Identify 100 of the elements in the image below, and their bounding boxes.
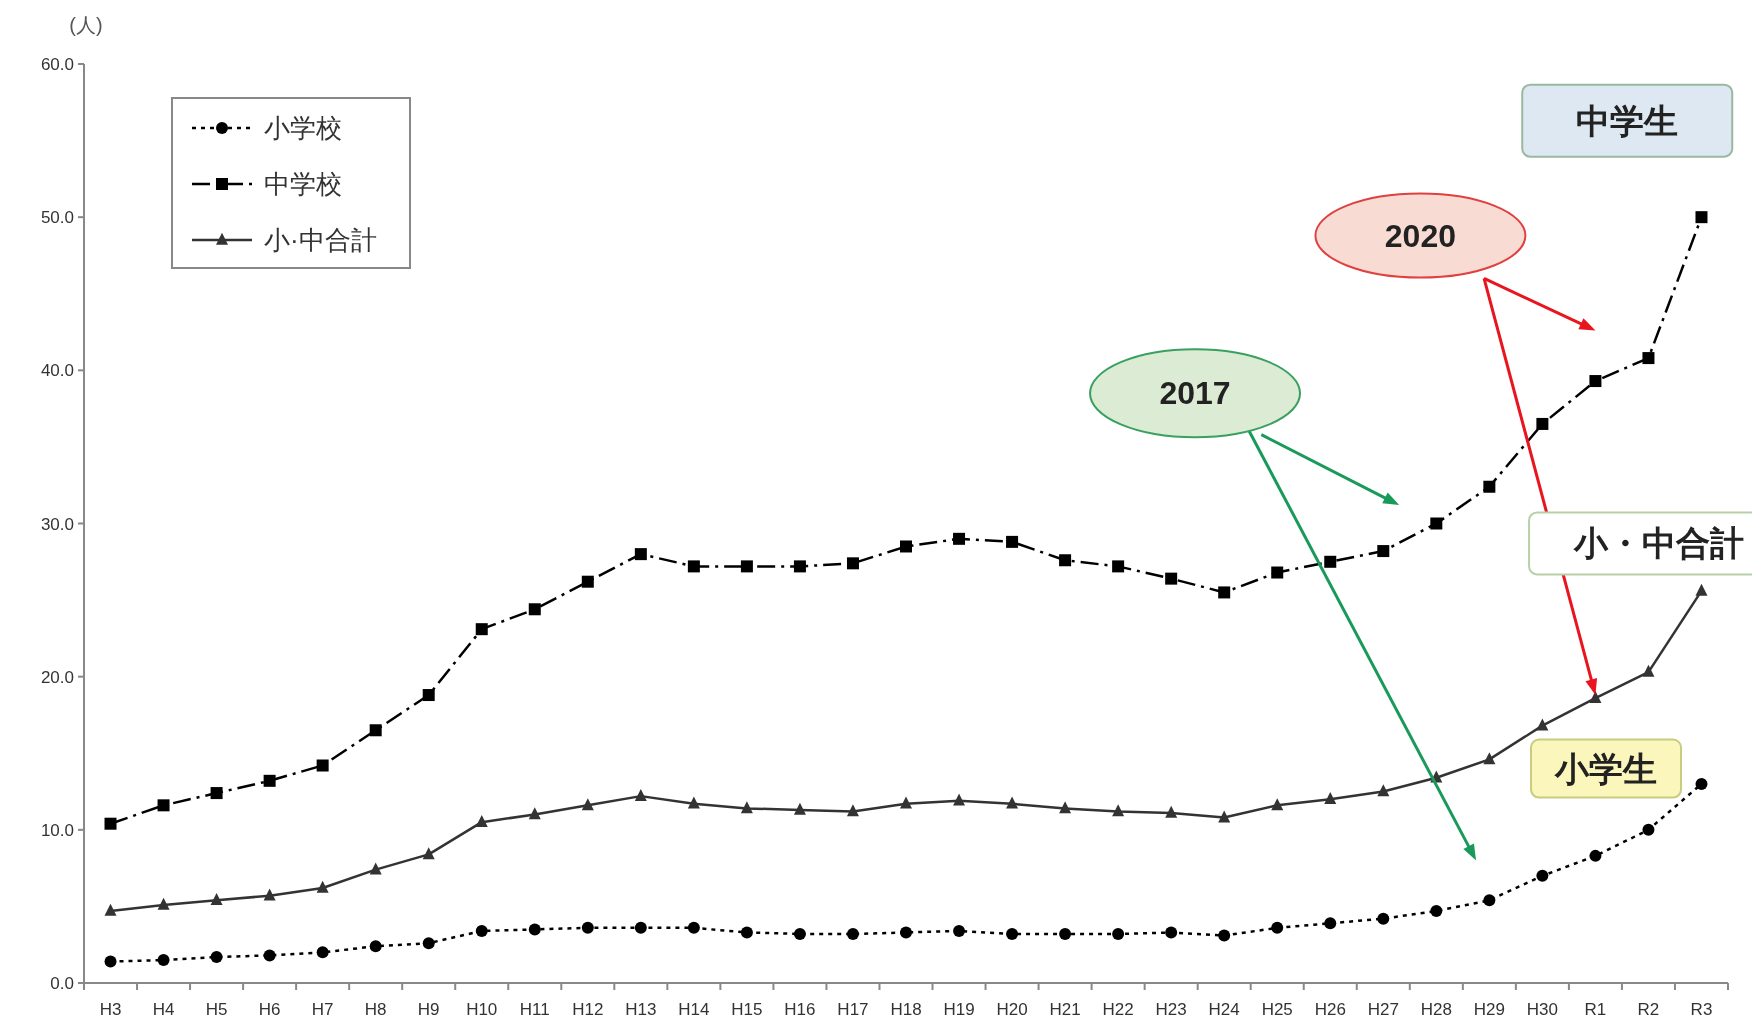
point bbox=[157, 954, 170, 967]
point bbox=[1589, 375, 1602, 388]
point bbox=[475, 924, 488, 937]
point bbox=[1695, 777, 1708, 790]
x-tick-label: H22 bbox=[1102, 1000, 1134, 1019]
x-tick-label: H23 bbox=[1155, 1000, 1187, 1019]
x-tick-label: H6 bbox=[258, 1000, 281, 1019]
y-tick-label: 0.0 bbox=[50, 974, 74, 993]
point bbox=[210, 950, 223, 963]
y-tick-label: 30.0 bbox=[40, 514, 74, 534]
point bbox=[1642, 823, 1655, 836]
y-axis-title: (人) bbox=[69, 14, 103, 36]
x-tick-label: H7 bbox=[311, 1000, 334, 1019]
annotation: 小・中合計 bbox=[1573, 524, 1745, 563]
point bbox=[740, 801, 753, 814]
point bbox=[1218, 929, 1231, 942]
point bbox=[793, 802, 806, 815]
annotation: 中学生 bbox=[1576, 101, 1679, 140]
point bbox=[422, 689, 435, 702]
x-tick-label: H17 bbox=[837, 1000, 869, 1019]
point bbox=[1589, 690, 1602, 703]
x-tick-label: H26 bbox=[1314, 1000, 1346, 1019]
point bbox=[1324, 555, 1337, 568]
point bbox=[1218, 586, 1231, 599]
point bbox=[634, 921, 647, 934]
point bbox=[1589, 849, 1602, 862]
point bbox=[687, 796, 700, 809]
x-tick-label: H3 bbox=[99, 1000, 122, 1019]
x-tick-label: H14 bbox=[678, 1000, 710, 1019]
point bbox=[687, 560, 700, 573]
point bbox=[1059, 927, 1072, 940]
x-tick-label: R2 bbox=[1637, 1000, 1660, 1019]
point bbox=[1059, 554, 1072, 567]
point bbox=[369, 862, 382, 875]
point bbox=[1059, 801, 1072, 814]
x-tick-label: H28 bbox=[1420, 1000, 1452, 1019]
point bbox=[953, 793, 966, 806]
point bbox=[475, 623, 488, 636]
x-tick-label: H15 bbox=[731, 1000, 763, 1019]
point bbox=[422, 847, 435, 860]
x-tick-label: H18 bbox=[890, 1000, 922, 1019]
point bbox=[793, 560, 806, 573]
point bbox=[1536, 718, 1549, 731]
point bbox=[1377, 784, 1390, 797]
point bbox=[1483, 752, 1496, 765]
point bbox=[581, 798, 594, 811]
point bbox=[1324, 792, 1337, 804]
point bbox=[846, 804, 859, 817]
point bbox=[1165, 805, 1178, 818]
x-tick-label: H4 bbox=[152, 1000, 175, 1019]
point bbox=[263, 949, 276, 962]
point bbox=[1642, 664, 1655, 677]
point bbox=[1483, 480, 1496, 493]
point bbox=[900, 926, 912, 939]
x-tick-label: H25 bbox=[1261, 1000, 1293, 1019]
legend-label: 中学校 bbox=[264, 169, 342, 199]
point bbox=[1536, 417, 1549, 430]
point bbox=[634, 788, 647, 801]
x-tick-label: H13 bbox=[625, 1000, 657, 1019]
point bbox=[846, 927, 859, 940]
legend-label: 小·中合計 bbox=[264, 225, 377, 255]
point bbox=[1377, 545, 1390, 558]
x-tick-label: H9 bbox=[417, 1000, 440, 1019]
annotation: 2017 bbox=[1159, 375, 1231, 412]
point bbox=[316, 759, 329, 772]
point bbox=[953, 532, 966, 545]
y-tick-label: 20.0 bbox=[40, 667, 74, 687]
y-tick-label: 60.0 bbox=[40, 55, 74, 74]
point bbox=[369, 724, 382, 737]
point bbox=[687, 921, 700, 934]
point bbox=[1218, 810, 1231, 823]
point bbox=[1006, 796, 1019, 809]
x-tick-label: R1 bbox=[1584, 1000, 1607, 1019]
point bbox=[1430, 905, 1443, 918]
y-tick-label: 50.0 bbox=[40, 208, 74, 228]
x-tick-label: H29 bbox=[1473, 1000, 1505, 1019]
annotation: 2020 bbox=[1384, 217, 1457, 254]
point bbox=[581, 921, 594, 934]
point bbox=[1271, 921, 1284, 934]
x-tick-label: H30 bbox=[1526, 1000, 1558, 1019]
point bbox=[210, 893, 223, 906]
point bbox=[1695, 583, 1708, 596]
point bbox=[634, 548, 647, 561]
point bbox=[1642, 352, 1655, 365]
point bbox=[528, 923, 541, 936]
point bbox=[1536, 869, 1549, 882]
point bbox=[1165, 926, 1178, 939]
y-tick-label: 40.0 bbox=[40, 361, 74, 381]
x-tick-label: H8 bbox=[364, 1000, 387, 1019]
point bbox=[1112, 927, 1125, 940]
point bbox=[1165, 572, 1178, 585]
point bbox=[846, 557, 859, 570]
point bbox=[740, 560, 753, 573]
point bbox=[263, 774, 276, 787]
point bbox=[422, 937, 435, 950]
point bbox=[157, 799, 170, 812]
point bbox=[263, 888, 276, 901]
point bbox=[1271, 566, 1284, 579]
point bbox=[157, 897, 170, 910]
x-tick-label: H11 bbox=[519, 1000, 550, 1019]
